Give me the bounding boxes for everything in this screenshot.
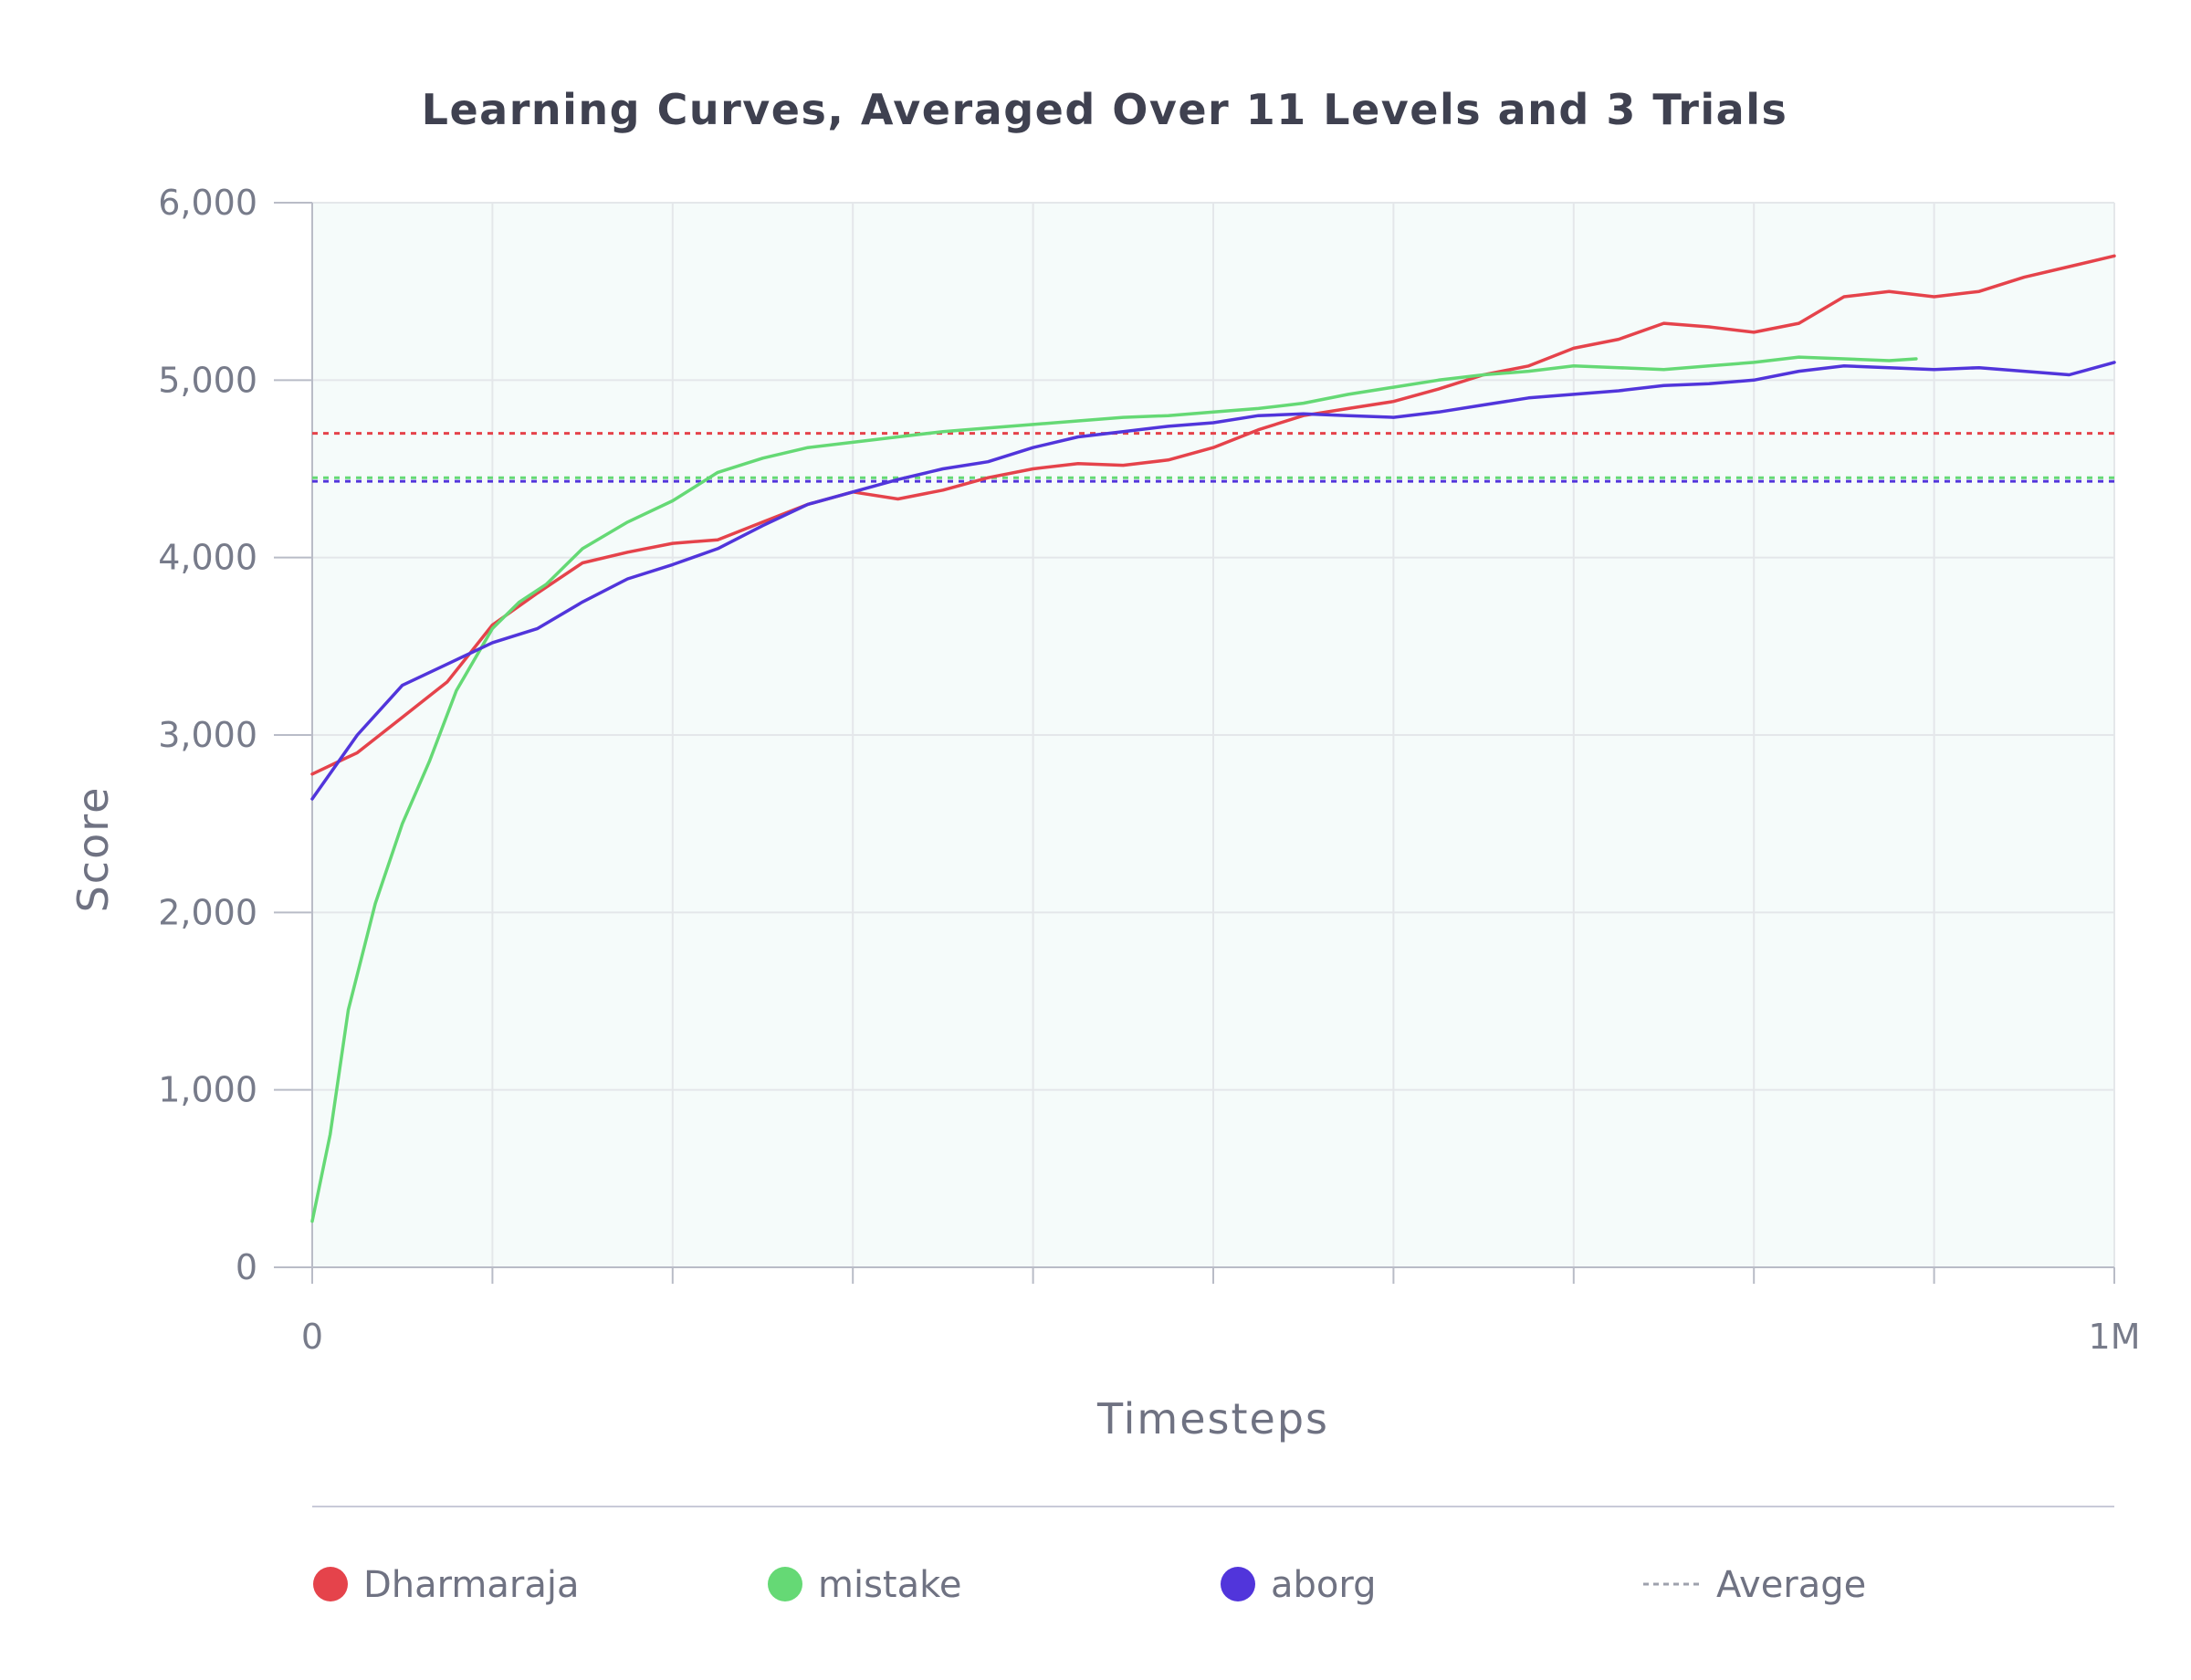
x-tick-label: 1M [2089, 1317, 2141, 1357]
x-axis-title: Timesteps [1096, 1394, 1329, 1444]
legend: Dharmaraja mistake aborg Average [313, 1564, 1866, 1606]
series-line-dharmaraja [310, 254, 2116, 776]
y-axis-title: Score [68, 786, 118, 913]
average-lines [312, 432, 2114, 483]
legend-label-average: Average [1716, 1564, 1866, 1606]
legend-marker-dharmaraja [313, 1567, 348, 1601]
y-tick-label: 0 [236, 1247, 257, 1287]
legend-label-mistake: mistake [818, 1564, 961, 1606]
x-tick-label: 0 [301, 1317, 323, 1357]
y-tick-label: 1,000 [158, 1070, 257, 1110]
y-tick-label: 5,000 [158, 360, 257, 400]
legend-marker-mistake [768, 1567, 802, 1601]
legend-label-aborg: aborg [1271, 1564, 1377, 1606]
x-axis-ticks: 0 1M [301, 1267, 2141, 1357]
legend-marker-aborg [1221, 1567, 1255, 1601]
y-axis-ticks: 0 1,000 2,000 3,000 4,000 5,000 6,000 [158, 183, 312, 1287]
y-tick-label: 6,000 [158, 183, 257, 223]
legend-label-dharmaraja: Dharmaraja [363, 1564, 579, 1606]
series-lines [310, 254, 2116, 1223]
chart-title: Learning Curves, Averaged Over 11 Levels… [422, 85, 1788, 134]
y-tick-label: 3,000 [158, 715, 257, 755]
y-tick-label: 4,000 [158, 538, 257, 578]
series-line-aborg [310, 361, 2116, 801]
y-tick-label: 2,000 [158, 892, 257, 932]
